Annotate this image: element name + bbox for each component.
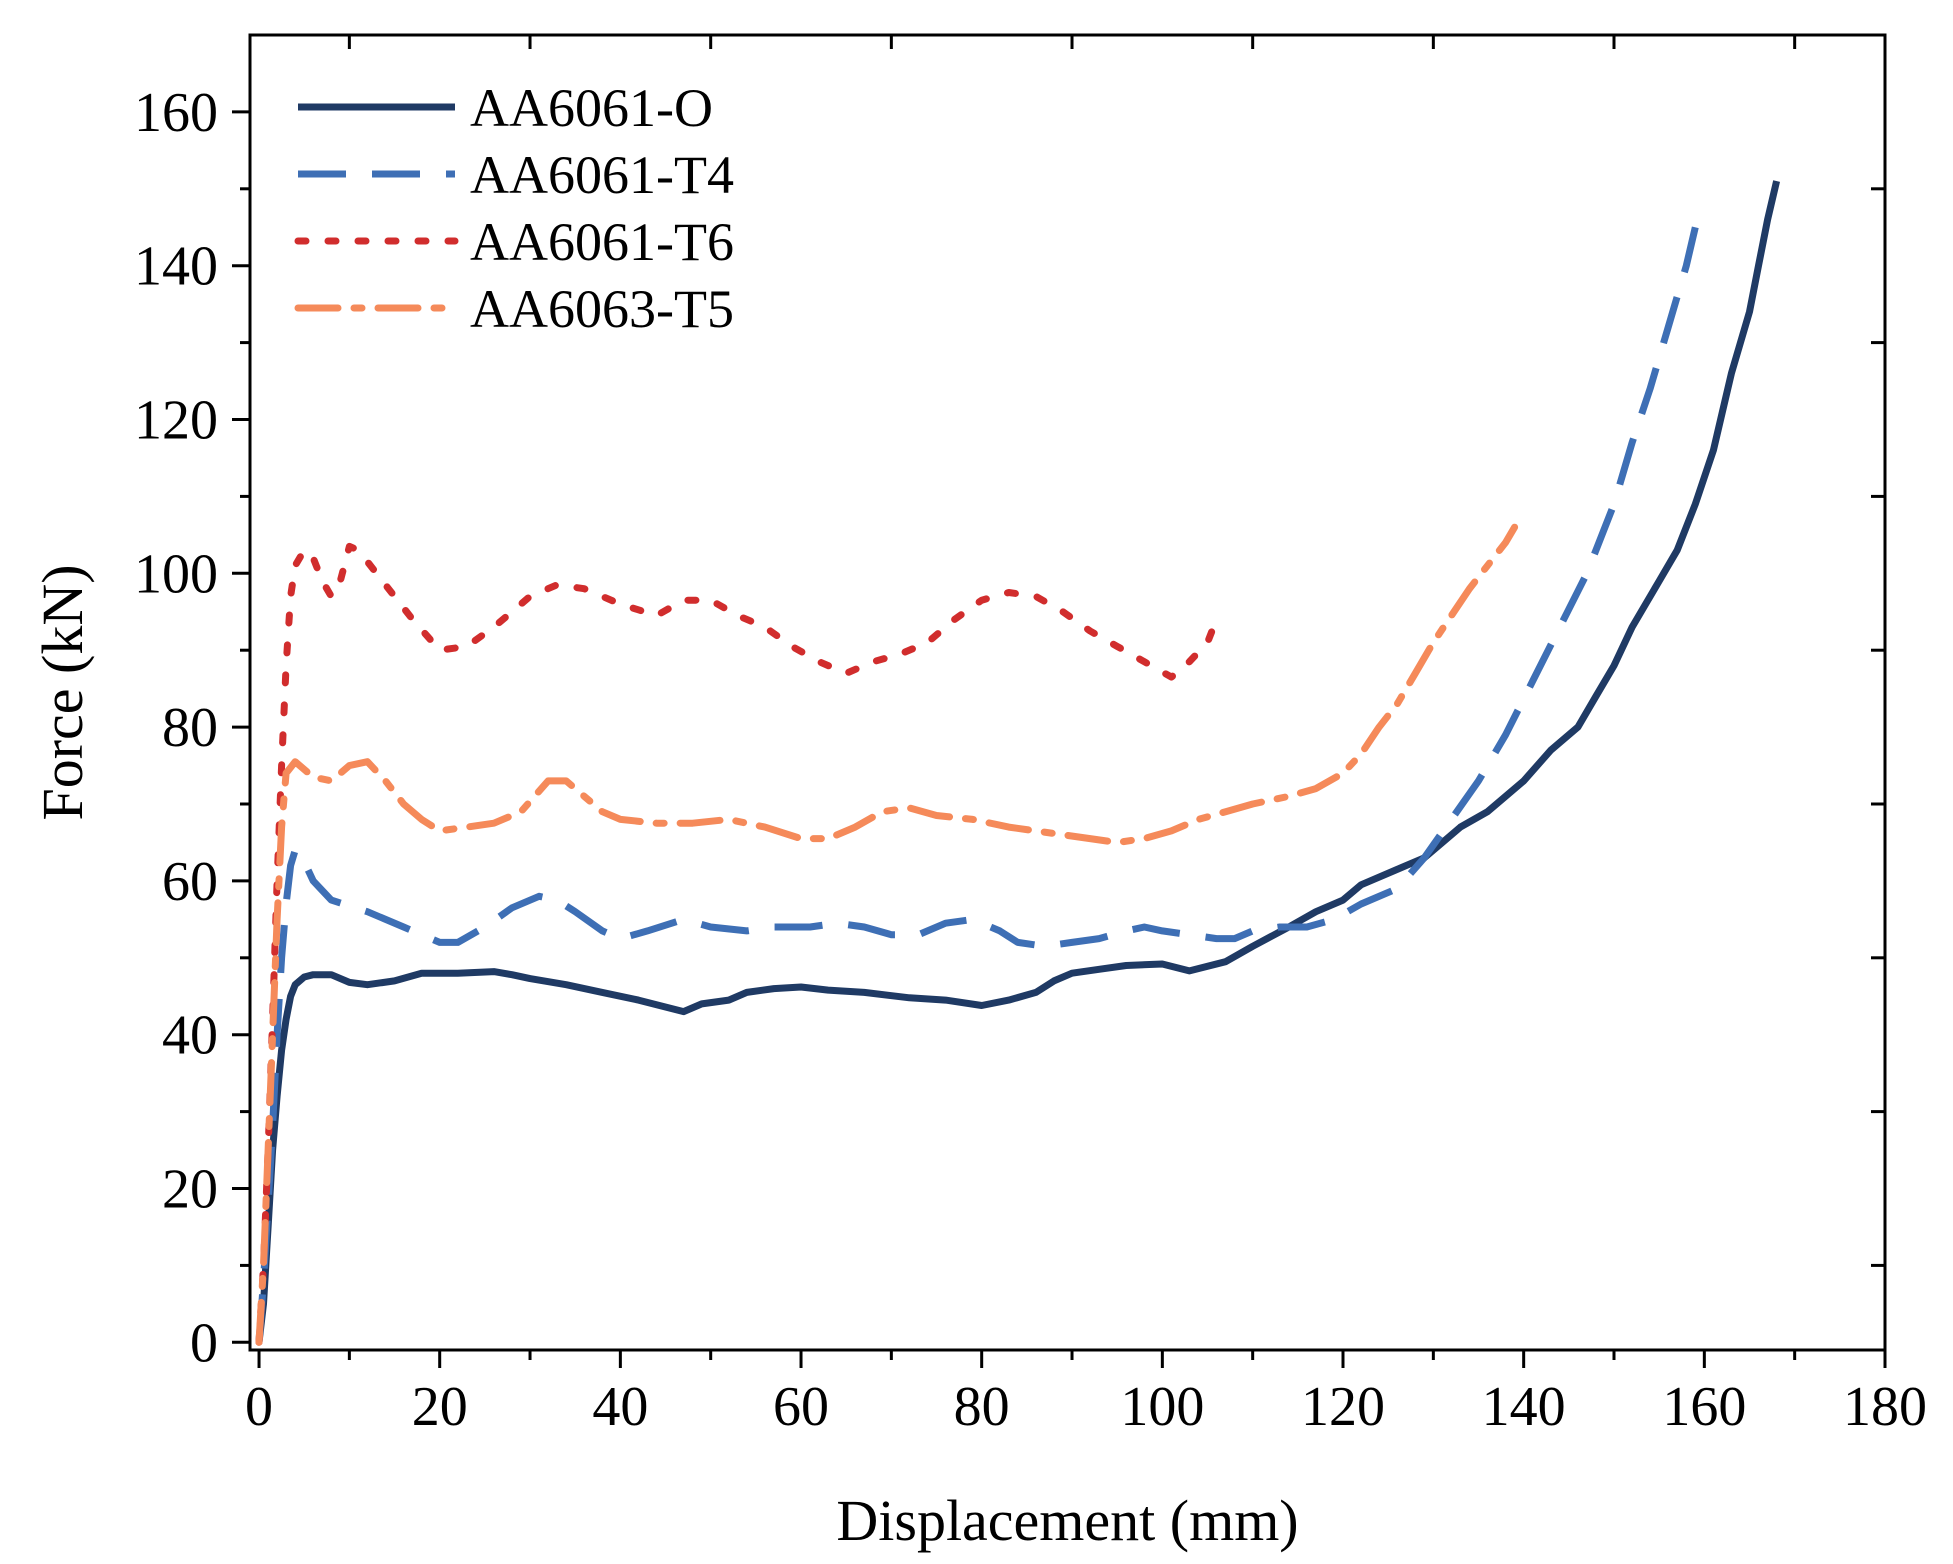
legend-label: AA6063-T5 (470, 279, 734, 339)
legend-label: AA6061-T4 (470, 145, 734, 205)
legend-label: AA6061-O (470, 78, 713, 138)
y-tick-label: 60 (162, 851, 218, 913)
x-tick-label: 180 (1843, 1376, 1927, 1438)
x-axis-title: Displacement (mm) (836, 1488, 1298, 1553)
x-tick-label: 80 (954, 1376, 1010, 1438)
series-line-aa6061-t6 (255, 542, 1220, 1346)
y-tick-label: 80 (162, 697, 218, 759)
y-tick-label: 160 (134, 82, 218, 144)
ticks-layer: 0 20 40 60 80 100 120 140 160 180 0 20 40 60 80 100 120 1… (134, 35, 1927, 1438)
series-layer (255, 180, 1781, 1346)
plot-frame (248, 33, 1887, 1352)
x-tick-label: 120 (1301, 1376, 1385, 1438)
x-tick-label: 40 (592, 1376, 648, 1438)
y-tick-label: 120 (134, 390, 218, 452)
series-line-aa6063-t5 (255, 523, 1519, 1346)
series-line-aa6061-t4 (255, 226, 1699, 1343)
legend-label: AA6061-T6 (470, 212, 734, 272)
legend: AA6061-O AA6061-T4 AA6061-T6 AA6063-T5 (294, 78, 734, 339)
x-tick-label: 0 (245, 1376, 273, 1438)
x-tick-label: 20 (412, 1376, 468, 1438)
x-tick-label: 60 (773, 1376, 829, 1438)
x-tick-label: 160 (1662, 1376, 1746, 1438)
y-axis-title: Force (kN) (30, 564, 95, 820)
y-tick-label: 20 (162, 1159, 218, 1221)
y-tick-label: 40 (162, 1005, 218, 1067)
x-tick-label: 100 (1120, 1376, 1204, 1438)
y-tick-label: 140 (134, 236, 218, 298)
y-tick-label: 100 (134, 543, 218, 605)
y-tick-label: 0 (190, 1312, 218, 1374)
series-line-aa6061-o (255, 180, 1781, 1343)
x-tick-label: 140 (1482, 1376, 1566, 1438)
